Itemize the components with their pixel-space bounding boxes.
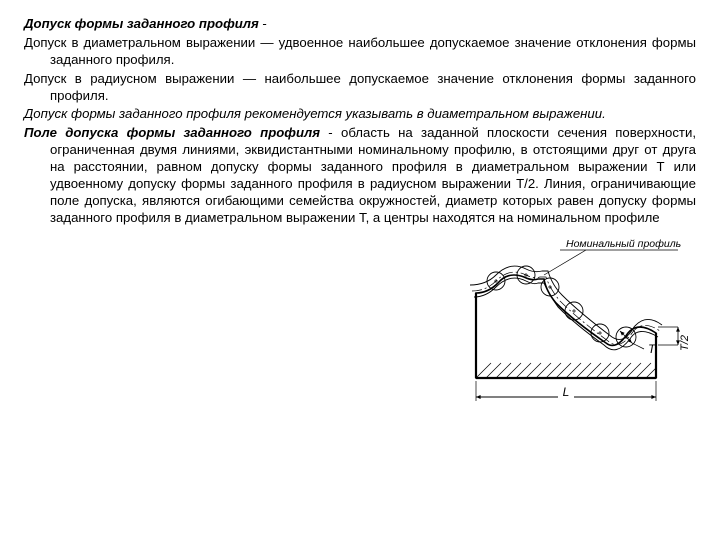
title-sep: - bbox=[259, 16, 267, 31]
para-title: Допуск формы заданного профиля - bbox=[24, 16, 696, 33]
figure-container: Номинальный профильLTT/2 bbox=[24, 233, 696, 418]
title-term: Допуск формы заданного профиля bbox=[24, 16, 259, 31]
para-radial: Допуск в радиусном выражении — наибольше… bbox=[24, 71, 696, 105]
para-field: Поле допуска формы заданного профиля - о… bbox=[24, 125, 696, 226]
para-recommendation: Допуск формы заданного профиля рекоменду… bbox=[24, 106, 696, 123]
field-term: Поле допуска формы заданного профиля bbox=[24, 125, 320, 140]
para-diametral: Допуск в диаметральном выражении — удвое… bbox=[24, 35, 696, 69]
svg-text:T/2: T/2 bbox=[679, 335, 691, 351]
svg-text:L: L bbox=[563, 385, 570, 399]
svg-text:Номинальный профиль: Номинальный профиль bbox=[566, 238, 681, 250]
profile-tolerance-diagram: Номинальный профильLTT/2 bbox=[456, 233, 696, 413]
